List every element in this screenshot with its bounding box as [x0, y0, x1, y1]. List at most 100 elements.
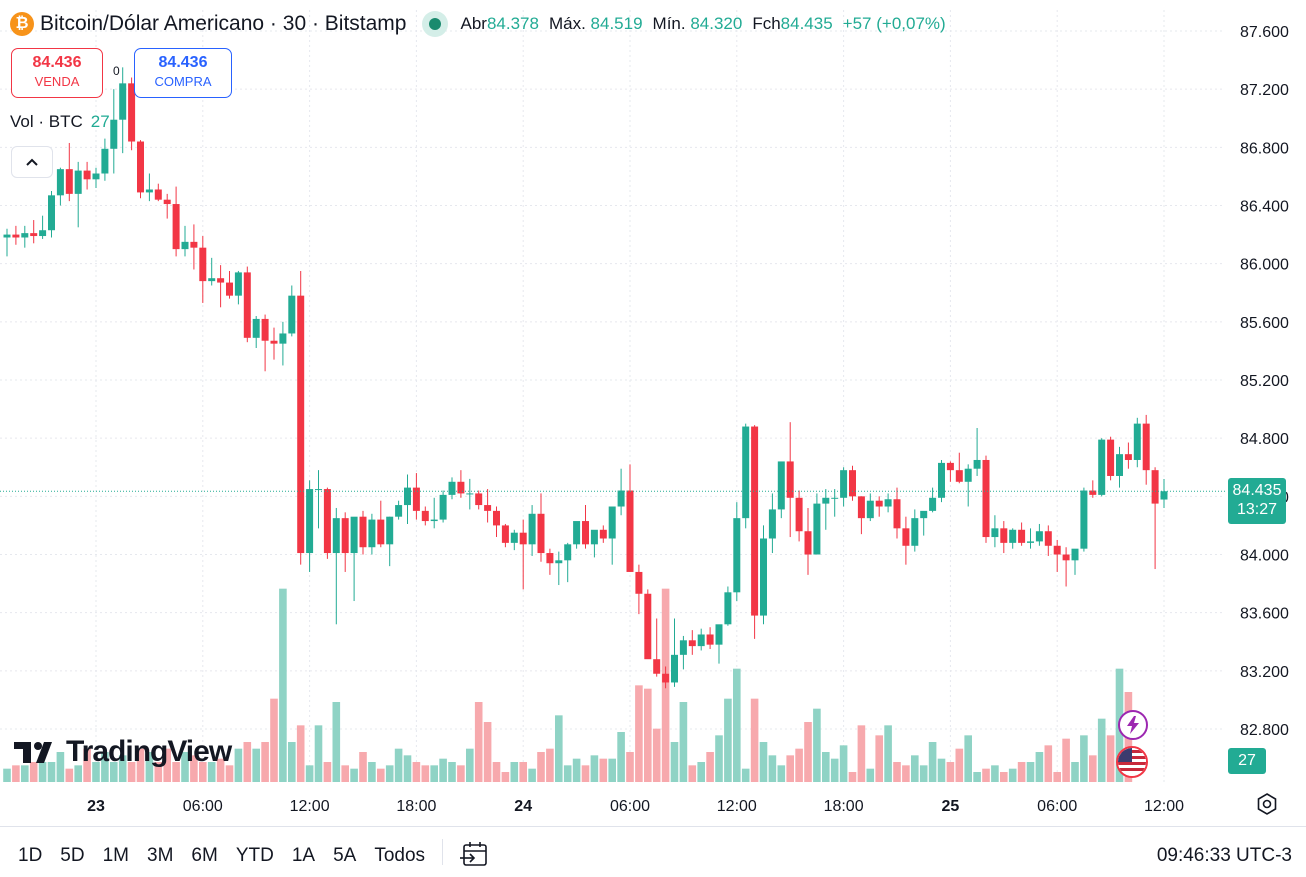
range-tab-1y[interactable]: 1A: [291, 845, 316, 866]
candlestick-chart[interactable]: 87.600 87.200 86.800 86.400 86.000 85.600 85.2…: [0, 0, 1306, 826]
volume-bar: [1097, 718, 1106, 782]
market-open-dot-icon[interactable]: [422, 11, 449, 37]
volume-bar: [759, 742, 768, 782]
volume-bar: [813, 708, 821, 782]
ohlc-values: Abr84.378 Máx. 84.519 Mín. 84.320 Fch84.…: [460, 14, 945, 34]
candle-body: [137, 141, 144, 193]
volume-bar: [1106, 735, 1115, 782]
volume-bar: [296, 725, 305, 782]
volume-bar: [1017, 762, 1026, 782]
volume-bar: [207, 762, 216, 782]
volume-bar: [56, 752, 65, 782]
candle-body: [929, 497, 937, 511]
candle-body: [457, 481, 465, 494]
us-flag-icon[interactable]: [1116, 746, 1148, 778]
time-tick-label: 06:00: [1037, 798, 1077, 815]
time-tick-label: 23: [87, 798, 105, 815]
volume-bar: [136, 748, 145, 782]
volume-bar: [83, 748, 91, 782]
price-tick-label: 83.200: [1240, 664, 1289, 681]
candle-body: [1035, 531, 1043, 542]
candle-body: [190, 241, 198, 248]
volume-bar: [288, 742, 296, 782]
time-tick-label: 12:00: [290, 798, 330, 815]
range-tab-5y[interactable]: 5A: [333, 845, 357, 866]
chevron-up-icon[interactable]: [11, 146, 53, 178]
volume-bar: [964, 735, 972, 782]
volume-bar: [243, 742, 252, 782]
symbol-title[interactable]: Bitcoin/Dólar Americano · 30 · Bitstamp: [40, 12, 407, 35]
candle-body: [751, 426, 759, 616]
candle-body: [733, 518, 741, 593]
candle-body: [12, 234, 20, 238]
volume-bar: [190, 755, 198, 782]
close-value: 84.435: [780, 14, 833, 33]
volume-bar: [145, 752, 154, 782]
candle-body: [56, 169, 64, 196]
candle-body: [261, 318, 269, 341]
range-tab-5d[interactable]: 5D: [60, 845, 85, 866]
sell-button[interactable]: 84.436 VENDA: [11, 48, 103, 98]
lightning-icon[interactable]: [1118, 710, 1148, 740]
volume-bar: [724, 698, 732, 782]
candle-body: [724, 592, 732, 625]
buy-button[interactable]: 84.436 COMPRA: [134, 48, 232, 98]
settings-gear-icon[interactable]: [1255, 792, 1279, 816]
candle-body: [448, 481, 456, 495]
candle-body: [528, 513, 536, 545]
candles: [3, 67, 1168, 689]
candle-body: [546, 553, 554, 564]
volume-bar: [439, 758, 447, 782]
volume-bar: [466, 748, 474, 782]
candle-body: [644, 593, 652, 660]
low-value: 84.320: [690, 14, 743, 33]
range-tab-1m[interactable]: 1M: [102, 845, 129, 866]
volume-bar: [688, 765, 697, 782]
volume-bar: [777, 765, 786, 782]
range-tab-all[interactable]: Todos: [374, 845, 426, 866]
range-tab-ytd[interactable]: YTD: [235, 845, 274, 866]
volume-legend[interactable]: Vol · BTC 27: [10, 112, 110, 132]
volume-bar: [617, 732, 625, 782]
candle-body: [163, 199, 171, 205]
candle-body: [1142, 423, 1150, 471]
candle-body: [1160, 491, 1168, 500]
volume-bar: [697, 762, 705, 782]
last-volume-label: 27: [1228, 748, 1266, 774]
candle-body: [1009, 529, 1017, 543]
candle-body: [39, 230, 47, 237]
candle-body: [217, 278, 225, 283]
candle-body: [386, 516, 394, 545]
candle-body: [679, 640, 687, 655]
time-axis[interactable]: 23 06:00 12:00 18:00 24 06:00 12:00 18:00 25 06:0…: [87, 798, 1184, 815]
range-tab-1d[interactable]: 1D: [18, 845, 43, 866]
clock-timezone[interactable]: 09:46:33 UTC-3: [1156, 845, 1292, 866]
candle-body: [270, 340, 278, 344]
candle-body: [48, 195, 55, 231]
volume-bar: [644, 688, 652, 782]
range-tab-6m[interactable]: 6M: [191, 845, 218, 866]
calendar-icon[interactable]: [460, 841, 490, 867]
candle-body: [590, 529, 598, 545]
candle-body: [1062, 554, 1070, 561]
candle-body: [119, 83, 127, 120]
tradingview-logo[interactable]: TradingView: [14, 735, 232, 769]
volume-bar: [626, 752, 634, 782]
candle-body: [849, 470, 856, 497]
volume-bar: [1062, 738, 1070, 782]
candle-body: [760, 538, 767, 616]
volume-bar: [341, 765, 349, 782]
price-tick-label: 87.600: [1240, 24, 1289, 41]
price-tick-label: 85.600: [1240, 315, 1289, 332]
volume-bar: [154, 762, 163, 782]
time-tick-label: 12:00: [717, 798, 757, 815]
candle-body: [92, 173, 100, 180]
range-tab-3m[interactable]: 3M: [147, 845, 174, 866]
candle-body: [1107, 439, 1115, 476]
candle-body: [83, 170, 91, 180]
volume-bar: [47, 762, 56, 782]
time-tick-label: 06:00: [183, 798, 223, 815]
price-axis[interactable]: 87.600 87.200 86.800 86.400 86.000 85.600 85.2…: [1240, 24, 1289, 739]
volume-bar: [305, 765, 314, 782]
candle-body: [1080, 490, 1088, 549]
